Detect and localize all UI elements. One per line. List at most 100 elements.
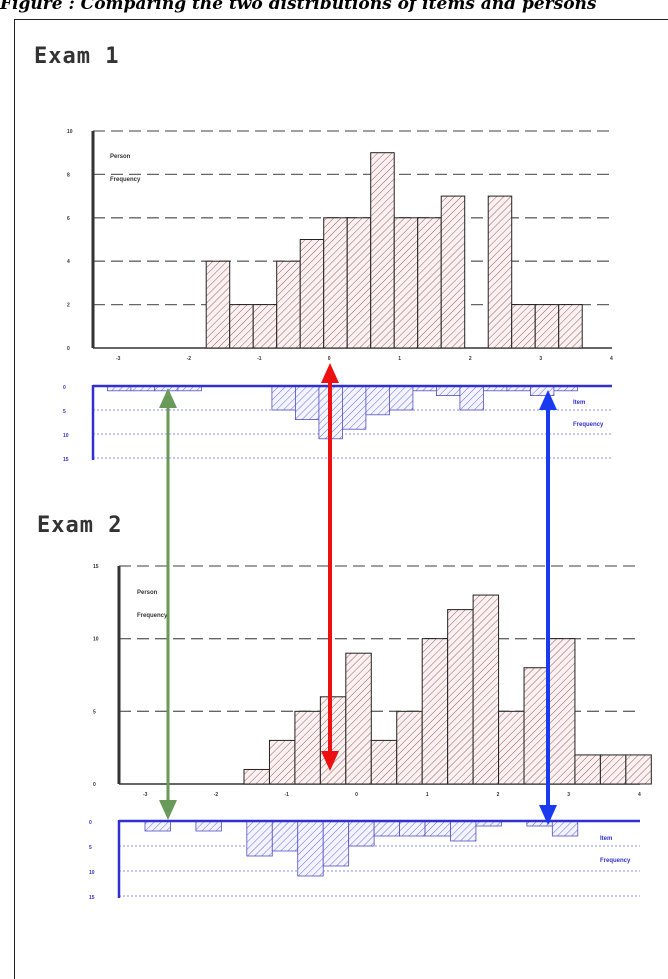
exam1-item-label-line2: Frequency xyxy=(573,422,604,428)
exam1-person-bar xyxy=(205,260,231,349)
exam2-person-bar xyxy=(599,754,627,785)
exam2-person-ytick-label: 10 xyxy=(93,637,99,643)
exam2-item-bar xyxy=(297,820,324,877)
exam2-x-tick-label: -3 xyxy=(143,792,148,798)
exam1-person-bar xyxy=(276,260,301,349)
exam1-person-bar xyxy=(440,195,466,349)
exam2-item-bar xyxy=(424,820,451,837)
exam2-x-tick-label: -1 xyxy=(284,792,289,798)
exam1-person-ytick-label: 4 xyxy=(67,259,70,265)
exam1-x-tick-label: 1 xyxy=(398,356,401,362)
exam2-item-ytick-label: 5 xyxy=(89,845,92,851)
blue-arrow-head-bottom xyxy=(539,805,557,825)
exam1-x-tick-label: 4 xyxy=(610,356,613,362)
exam2-item-ytick-label: 0 xyxy=(89,820,92,826)
exam2-person-bar xyxy=(421,638,449,785)
exam2-x-tick-label: 1 xyxy=(426,792,429,798)
exam2-person-bar xyxy=(243,768,270,785)
exam1-person-ytick-label: 6 xyxy=(67,216,70,222)
exam1-person-bar xyxy=(558,304,583,349)
exam2-item-bar xyxy=(551,820,579,837)
exam1-item-ytick-label: 5 xyxy=(63,409,66,415)
exam1-title: Exam 1 xyxy=(34,44,120,69)
exam1-item-bar xyxy=(530,385,555,397)
exam1-person-bar xyxy=(299,239,325,349)
exam2-person-bar xyxy=(574,754,601,785)
exam1-item-ytick-label: 15 xyxy=(63,457,69,463)
exam1-person-bar xyxy=(534,304,560,349)
exam1-item-bar xyxy=(342,385,367,430)
exam2-person-label-line2: Frequency xyxy=(137,613,168,619)
exam2-person-bar xyxy=(319,696,347,785)
red-arrow-head-bottom xyxy=(321,751,339,771)
exam2-item-bar xyxy=(195,820,222,832)
exam1-item-bar xyxy=(271,385,296,411)
exam2-x-tick-label: -2 xyxy=(214,792,219,798)
exam1-item-ytick-label: 10 xyxy=(63,433,69,439)
exam2-item-ytick-label: 15 xyxy=(89,895,95,901)
exam1-item-bar xyxy=(459,385,484,411)
exam1-person-bar xyxy=(346,217,372,349)
exam1-person-bar xyxy=(511,304,536,349)
exam2-item-bar xyxy=(322,820,350,867)
exam2-person-bar xyxy=(498,710,525,785)
exam2-x-tick-label: 0 xyxy=(355,792,358,798)
exam1-person-bar xyxy=(487,195,513,349)
exam1-item-label-line1: Item xyxy=(573,400,585,406)
exam2-person-bar xyxy=(472,594,500,785)
exam2-person-bar xyxy=(625,754,652,785)
exam2-item-bar xyxy=(373,820,400,837)
exam2-person-bar xyxy=(294,710,321,785)
figure-caption: Figure : Comparing the two distributions… xyxy=(0,0,597,14)
exam1-person-label-line1: Person xyxy=(110,154,131,160)
exam2-item-label-line1: Item xyxy=(600,836,612,842)
exam2-person-ytick-label: 5 xyxy=(93,709,96,715)
exam1-item-bar xyxy=(365,385,390,416)
exam1-item-ytick-label: 0 xyxy=(63,385,66,391)
exam1-person-bar xyxy=(393,217,419,349)
exam2-x-tick-label: 2 xyxy=(497,792,500,798)
exam2-person-bar xyxy=(268,739,296,785)
exam2-x-tick-label: 4 xyxy=(638,792,641,798)
exam1-person-bar xyxy=(370,152,395,349)
figure-frame xyxy=(14,19,668,979)
exam2-title: Exam 2 xyxy=(37,513,123,538)
exam1-person-ytick-label: 8 xyxy=(67,172,70,178)
exam1-person-bar xyxy=(417,217,442,349)
exam2-person-bar xyxy=(523,667,550,785)
exam1-person-ytick-label: 2 xyxy=(67,303,70,309)
exam1-x-tick-label: -2 xyxy=(187,356,192,362)
blue-arrow-head-top xyxy=(539,390,557,410)
green-arrow-head-bottom xyxy=(159,800,177,820)
green-arrow-head-top xyxy=(159,388,177,408)
exam1-item-bar xyxy=(295,385,320,420)
exam2-item-label-line2: Frequency xyxy=(600,858,631,864)
exam2-x-tick-label: 3 xyxy=(567,792,570,798)
exam1-person-label-line2: Frequency xyxy=(110,177,141,183)
exam2-person-bar xyxy=(370,739,398,785)
exam1-x-tick-label: 3 xyxy=(539,356,542,362)
exam1-x-tick-label: 0 xyxy=(328,356,331,362)
exam1-person-ytick-label: 0 xyxy=(67,346,70,352)
exam2-item-bar xyxy=(271,820,299,852)
exam1-x-tick-label: -1 xyxy=(257,356,262,362)
exam1-x-tick-label: -3 xyxy=(116,356,121,362)
exam2-person-bar xyxy=(345,652,372,785)
exam2-person-bar xyxy=(396,710,423,785)
exam2-person-ytick-label: 15 xyxy=(93,564,99,570)
exam2-person-label-line1: Person xyxy=(137,590,158,596)
exam1-item-bar xyxy=(389,385,414,411)
exam2-item-bar xyxy=(348,820,375,847)
exam2-item-bar xyxy=(144,820,171,832)
exam1-person-bar xyxy=(229,304,254,349)
exam2-person-bar xyxy=(548,638,576,785)
exam2-item-ytick-label: 10 xyxy=(89,870,95,876)
exam2-person-ytick-label: 0 xyxy=(93,782,96,788)
exam1-person-bar xyxy=(323,217,348,349)
red-arrow-head-top xyxy=(321,363,339,383)
exam2-item-bar xyxy=(246,820,273,857)
exam1-item-bar xyxy=(436,385,461,397)
exam1-person-ytick-label: 10 xyxy=(67,129,73,135)
exam2-person-bar xyxy=(447,609,474,785)
